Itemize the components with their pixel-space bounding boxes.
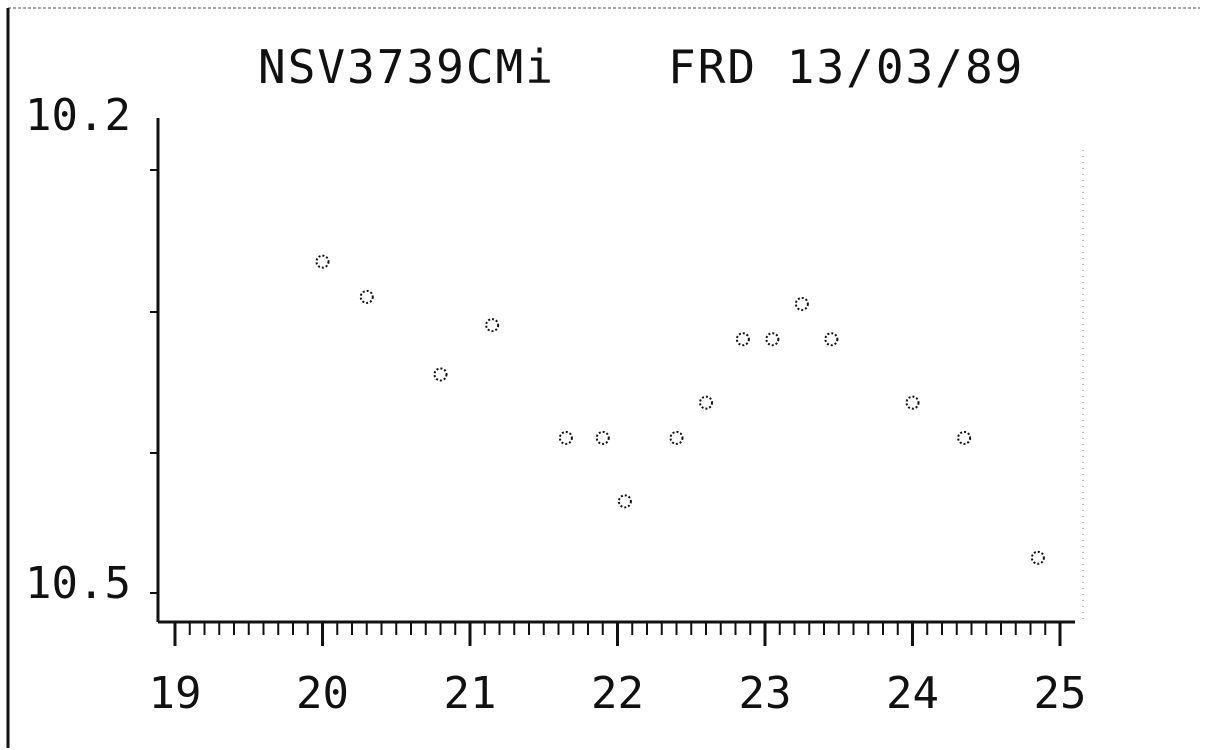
data-point [905, 395, 920, 410]
data-point [765, 332, 780, 347]
data-point [957, 430, 972, 445]
data-point [595, 430, 610, 445]
y-tick-label: 10.5 [25, 558, 131, 609]
data-point [433, 367, 448, 382]
data-point [617, 494, 632, 509]
data-point [315, 254, 330, 269]
data-point [699, 395, 713, 410]
observer-date-title: FRD 13/03/89 [668, 40, 1025, 94]
star-name-title: NSV3739CMi [258, 40, 555, 94]
y-tick-label: 10.2 [25, 90, 131, 141]
data-point [669, 430, 684, 445]
data-point [794, 296, 809, 311]
x-tick-label: 23 [739, 668, 792, 719]
x-tick-label: 20 [296, 668, 349, 719]
data-point [824, 332, 839, 347]
data-point [735, 332, 750, 347]
x-tick-label: 21 [444, 668, 497, 719]
data-point [485, 318, 500, 333]
x-tick-label: 22 [591, 668, 644, 719]
x-tick-label: 24 [886, 668, 939, 719]
data-point [359, 289, 374, 304]
data-point [558, 430, 573, 445]
x-tick-label: 25 [1034, 668, 1087, 719]
x-tick-label: 19 [149, 668, 202, 719]
data-point [1030, 550, 1045, 565]
